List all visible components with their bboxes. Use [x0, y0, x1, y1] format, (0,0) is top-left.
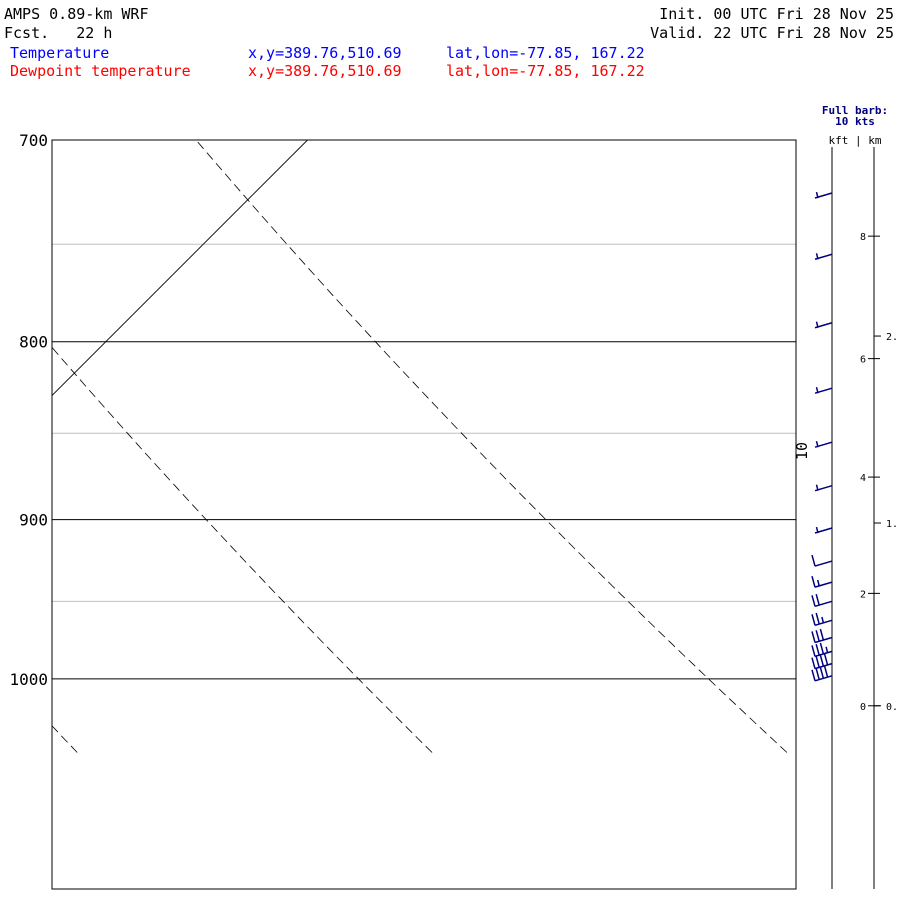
legend-dewpoint-name: Dewpoint temperature — [10, 62, 191, 80]
wind-barb — [811, 628, 833, 644]
fcst-value: 22 h — [76, 24, 113, 42]
kft-tick-label: 6 — [860, 355, 866, 366]
wind-barb-flag — [811, 575, 816, 588]
isotherm-line — [52, 140, 308, 397]
legend-temperature-name: Temperature — [10, 44, 110, 62]
barb-legend-line1: Full barb: — [822, 104, 888, 117]
height-axis-units: kft | km — [829, 134, 882, 147]
pressure-tick-label: 1000 — [9, 670, 48, 689]
wind-barb — [811, 666, 833, 682]
kft-tick-label: 0 — [860, 702, 866, 713]
wind-barb — [814, 440, 833, 448]
wind-barb-flag — [811, 657, 816, 669]
plot-frame — [51, 139, 797, 890]
wind-barb-flag — [819, 667, 825, 679]
wind-barb-flag — [811, 554, 816, 567]
wind-barb-half-flag — [815, 191, 819, 199]
legend-temperature-latlon: lat,lon=-77.85, 167.22 — [446, 44, 645, 62]
init-time: Init. 00 UTC Fri 28 Nov 25 — [659, 5, 894, 23]
wind-barb-half-flag — [815, 526, 819, 534]
wind-barb-half-flag — [821, 616, 825, 624]
forecast-hour: Fcst. 22 h — [4, 24, 112, 42]
kft-tick-label: 4 — [860, 473, 866, 484]
km-tick-label: 2. — [886, 332, 898, 343]
wind-barb-flag — [811, 645, 816, 657]
km-tick-label: 0. — [886, 702, 898, 713]
wind-barb-flag — [815, 593, 820, 606]
wind-barb — [811, 642, 833, 658]
wind-barb-flag — [811, 614, 816, 626]
wind-barb — [811, 593, 833, 608]
wind-barb-flag — [819, 628, 825, 641]
wind-barb-half-flag — [815, 253, 819, 260]
legend-temperature-xy: x,y=389.76,510.69 — [248, 44, 402, 62]
wind-barb-flag — [823, 666, 829, 678]
pressure-tick-label: 800 — [19, 333, 48, 352]
wind-barb — [814, 484, 833, 492]
km-label: km — [868, 134, 882, 147]
wind-barb-flag — [815, 643, 820, 656]
fcst-label: Fcst. — [4, 24, 50, 42]
wind-barb-staff — [814, 560, 833, 567]
wind-barb-half-flag — [815, 484, 819, 491]
pressure-tick-label: 900 — [19, 511, 48, 530]
wind-barb-half-flag — [815, 387, 819, 394]
chart-annotation: 10 — [793, 442, 811, 460]
wind-barb-flag — [815, 668, 820, 680]
wind-barb-flag — [819, 655, 825, 667]
kft-label: kft — [829, 134, 849, 147]
wind-barb — [811, 612, 833, 627]
wind-barb — [814, 253, 833, 260]
wind-barb-flag — [811, 631, 816, 643]
init-label: Init. — [659, 5, 705, 23]
dry-adiabat-line — [52, 725, 78, 753]
wind-barb-flag — [815, 612, 820, 625]
model-title: AMPS 0.89-km WRF — [4, 5, 149, 23]
valid-value: 22 UTC Fri 28 Nov 25 — [713, 24, 894, 42]
dry-adiabat-line — [52, 346, 433, 753]
wind-barb-staff — [814, 600, 833, 608]
wind-barb-half-flag — [815, 321, 819, 328]
kft-tick-label: 2 — [860, 589, 866, 600]
wind-barb-flag — [815, 656, 820, 668]
wind-barb — [811, 653, 833, 670]
valid-time: Valid. 22 UTC Fri 28 Nov 25 — [650, 24, 894, 42]
barb-legend-line2: 10 kts — [835, 115, 875, 128]
wind-barb-flag — [811, 595, 816, 607]
wind-barb — [811, 575, 833, 588]
wind-barb-flag — [811, 669, 816, 682]
dry-adiabat-line — [195, 140, 788, 753]
wind-barb-flag — [823, 653, 829, 666]
wind-barb — [814, 321, 833, 329]
pressure-tick-label: 700 — [19, 131, 48, 150]
wind-barb-flag — [815, 630, 820, 642]
legend-dewpoint-xy: x,y=389.76,510.69 — [248, 62, 402, 80]
wind-barb-staff — [814, 581, 833, 588]
wind-barb-half-flag — [816, 579, 820, 587]
kft-tick-label: 8 — [860, 232, 866, 243]
legend-dewpoint-latlon: lat,lon=-77.85, 167.22 — [446, 62, 645, 80]
valid-label: Valid. — [650, 24, 705, 42]
wind-barb — [814, 191, 833, 199]
km-tick-label: 1. — [886, 519, 898, 530]
wind-barb — [811, 554, 833, 567]
init-value: 00 UTC Fri 28 Nov 25 — [713, 5, 894, 23]
wind-barb-half-flag — [825, 646, 829, 653]
wind-barb-flag — [819, 642, 825, 655]
wind-barb — [814, 387, 833, 394]
wind-barb — [814, 526, 833, 534]
wind-barb-half-flag — [815, 440, 819, 448]
